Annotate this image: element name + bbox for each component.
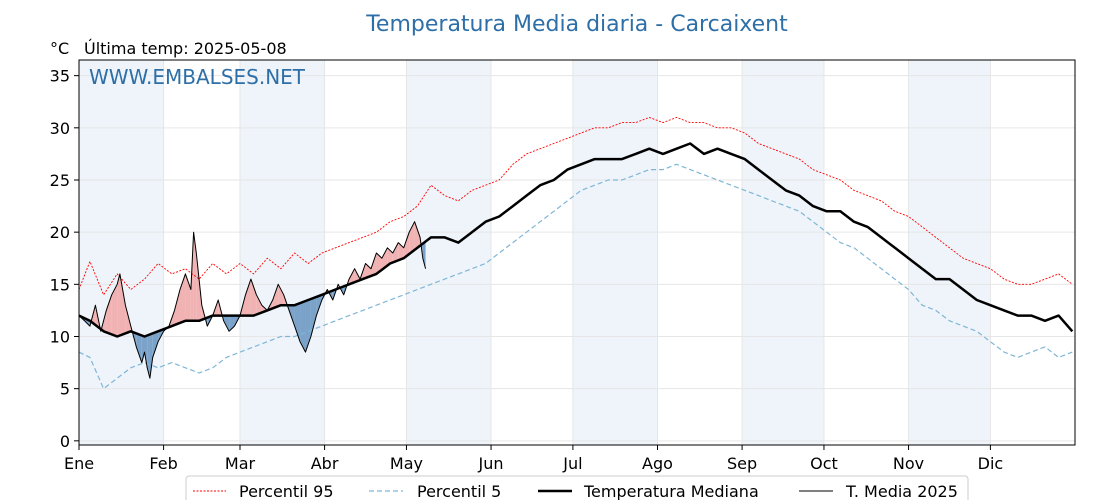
fill-below-median (141, 335, 145, 363)
month-band (239, 60, 325, 445)
fill-above-median (370, 253, 377, 276)
fill-below-median (144, 335, 148, 368)
x-tick-label: Sep (727, 454, 757, 473)
y-axis-ticks: 0 5 10 15 20 25 30 35 (50, 67, 79, 451)
legend-label-current: T. Media 2025 (845, 482, 958, 500)
x-tick-label: Feb (149, 454, 177, 473)
month-band (742, 60, 824, 445)
x-tick-label: Jun (478, 454, 504, 473)
month-band (908, 60, 991, 445)
x-tick-label: May (390, 454, 423, 473)
fill-above-median (106, 294, 112, 335)
fill-above-median (376, 253, 382, 274)
fill-below-median (149, 333, 153, 379)
plot-frame (78, 59, 1076, 446)
fill-above-median (245, 279, 251, 316)
legend-frame (185, 475, 969, 500)
fill-above-median (365, 263, 371, 279)
fill-above-median (119, 273, 126, 336)
month-band (406, 60, 492, 445)
y-tick-label: 15 (50, 275, 70, 294)
x-tick-label: Abr (311, 454, 339, 473)
fill-above-median (392, 242, 399, 263)
month-bands (79, 60, 991, 445)
y-tick-label: 30 (50, 119, 70, 138)
y-tick-label: 35 (50, 67, 70, 86)
last-temp-label: Última temp: 2025-05-08 (84, 39, 287, 58)
x-tick-label: Jul (562, 454, 582, 473)
x-tick-label: Ene (64, 454, 94, 473)
legend: Percentil 95 Percentil 5 Temperatura Med… (185, 475, 969, 500)
series-line-p95 (78, 116, 1073, 296)
fill-below-median (223, 315, 230, 332)
fill-below-median (147, 334, 150, 379)
fill-above-median (403, 232, 410, 259)
legend-label-p95: Percentil 95 (239, 482, 334, 500)
x-tick-label: Nov (893, 454, 924, 473)
x-tick-label: Ago (642, 454, 673, 473)
month-band (79, 60, 164, 445)
legend-label-median: Temperatura Mediana (583, 482, 759, 500)
fill-above-median (174, 289, 180, 326)
y-tick-label: 5 (60, 380, 70, 399)
fill-above-median (349, 268, 355, 285)
fill-above-median (278, 284, 284, 307)
month-band (572, 60, 658, 445)
series-line-median (78, 142, 1074, 338)
fill-below-median (294, 303, 301, 342)
y-tick-label: 10 (50, 327, 70, 346)
fill-above-median (272, 284, 279, 309)
y-tick-label: 20 (50, 223, 70, 242)
fill-below-median (310, 296, 317, 337)
fill-above-median (185, 273, 191, 321)
y-tick-label: 25 (50, 171, 70, 190)
y-tick-label: 0 (60, 432, 70, 451)
series-lines (78, 116, 1074, 390)
fill-above-median (414, 221, 421, 250)
fill-above-median (381, 247, 388, 270)
chart-title: Temperatura Media diaria - Carcaixent (365, 12, 788, 37)
fill-above-median (111, 284, 118, 337)
fill-above-median (250, 279, 257, 316)
series-line-p5 (78, 163, 1073, 390)
series-line-current (78, 221, 427, 379)
fill-above-median (256, 294, 262, 315)
x-tick-label: Dic (978, 454, 1004, 473)
legend-label-p5: Percentil 5 (417, 482, 501, 500)
unit-label: °C (50, 39, 69, 58)
watermark-text: WWW.EMBALSES.NET (89, 65, 306, 89)
x-tick-label: Mar (225, 454, 256, 473)
fill-above-median (117, 273, 120, 337)
fill-below-median (152, 331, 159, 358)
fill-below-median (300, 301, 306, 353)
x-tick-label: Oct (810, 454, 838, 473)
fill-below-median (422, 241, 426, 269)
fill-below-median (136, 333, 142, 363)
x-axis-ticks: Ene Feb Mar Abr May Jun Jul Ago Sep Oct Nov Dic (64, 445, 1003, 473)
